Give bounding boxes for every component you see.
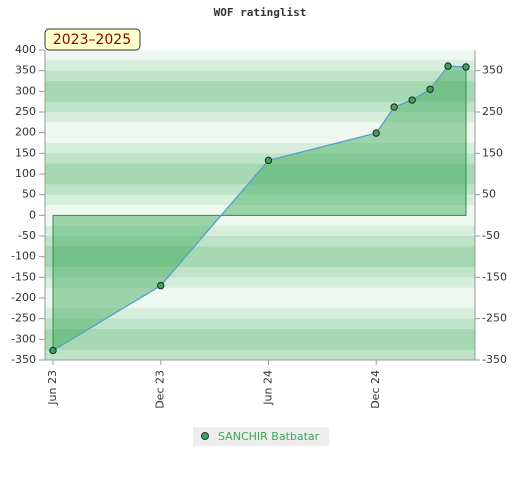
plot-background	[45, 50, 475, 361]
y-tick-label: 200	[15, 126, 36, 139]
point	[408, 96, 416, 104]
stripe	[45, 60, 475, 72]
x-tick-label: Dec 24	[369, 370, 382, 409]
y2-tick-label: 150	[482, 146, 503, 159]
y-tick-label: -100	[11, 250, 36, 263]
stripe	[45, 101, 475, 113]
annotation-box	[44, 28, 141, 51]
stripe	[45, 143, 475, 154]
legend-marker	[201, 432, 209, 440]
y-tick-label: 50	[22, 188, 36, 201]
stripe	[45, 153, 475, 165]
stripe	[45, 256, 475, 268]
stripe	[45, 112, 475, 123]
y-tick-label: -250	[11, 312, 36, 325]
stripe	[45, 50, 475, 61]
y-tick-label: 300	[15, 84, 36, 97]
y2-tick-label: 350	[482, 64, 503, 77]
stripe	[45, 329, 475, 340]
legend-label: SANCHIR Batbatar	[218, 430, 320, 443]
annotation: 2023–2025	[53, 32, 131, 48]
point	[462, 63, 470, 71]
y2-tick-label: 50	[482, 188, 496, 201]
stripe	[45, 184, 475, 196]
y-tick-label: -50	[18, 229, 36, 242]
point	[372, 129, 380, 137]
stripe	[45, 81, 475, 92]
y-tick-label: 100	[15, 167, 36, 180]
stripe	[45, 287, 475, 299]
y-tick-label: -300	[11, 332, 36, 345]
x-tick-label: Jun 24	[261, 370, 274, 406]
stripe	[45, 163, 475, 175]
stripe	[45, 91, 475, 103]
point	[49, 346, 57, 355]
stripe	[45, 308, 475, 320]
stripe	[45, 215, 475, 227]
y2-tick-label: -150	[482, 270, 507, 283]
stripe	[45, 132, 475, 144]
stripe	[45, 205, 475, 216]
point	[444, 62, 452, 70]
stripe	[45, 298, 475, 309]
y-tick-label: 400	[15, 43, 36, 56]
stripe	[45, 267, 475, 278]
legend	[193, 427, 329, 446]
stripe	[45, 194, 475, 206]
chart-title: WOF ratinglist	[214, 6, 307, 19]
y-tick-label: 350	[15, 64, 36, 77]
y-tick-label: 150	[15, 146, 36, 159]
y2-tick-label: -250	[482, 312, 507, 325]
y-tick-label: -150	[11, 270, 36, 283]
stripe	[45, 174, 475, 185]
x-tick-label: Jun 23	[46, 370, 59, 406]
stripe	[45, 236, 475, 247]
y2-tick-label: 250	[482, 105, 503, 118]
stripe	[45, 339, 475, 351]
y2-tick-label: -50	[482, 229, 500, 242]
stripe	[45, 225, 475, 237]
stripe	[45, 122, 475, 134]
x-tick-label: Dec 23	[154, 370, 167, 409]
point	[264, 156, 273, 165]
stripe	[45, 70, 475, 82]
point	[426, 85, 434, 93]
y-tick-label: -350	[11, 353, 36, 366]
stripe	[45, 349, 475, 361]
y2-tick-label: -350	[482, 353, 507, 366]
y-tick-label: -200	[11, 291, 36, 304]
y-tick-label: 0	[29, 208, 36, 221]
stripe	[45, 246, 475, 258]
y-tick-label: 250	[15, 105, 36, 118]
point	[390, 103, 398, 111]
stripe	[45, 277, 475, 289]
point	[157, 281, 165, 290]
stripe	[45, 318, 475, 330]
